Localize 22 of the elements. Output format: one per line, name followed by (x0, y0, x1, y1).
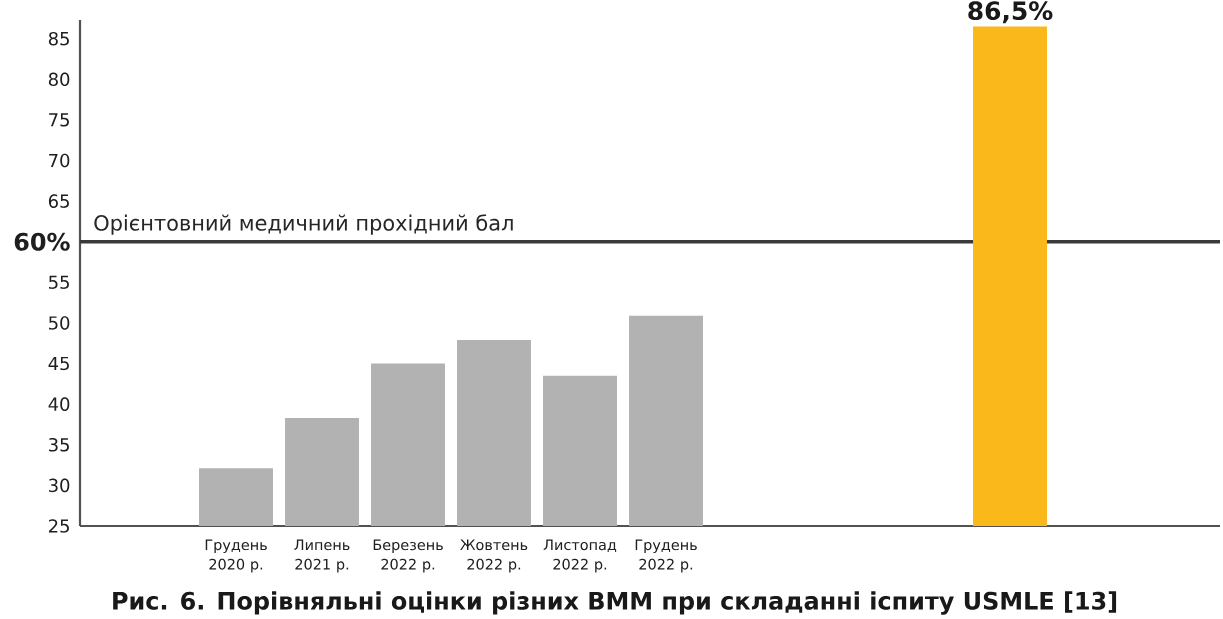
y-tick-label: 35 (49, 437, 69, 452)
y-tick-label: 55 (49, 275, 69, 289)
y-tick-label: 30 (49, 478, 70, 493)
text: Рис. 6. Порівняльні оцінки різних ВММ при складанні іспиту USMLE [13] (113, 591, 1117, 615)
y-tick-label: 70 (49, 153, 70, 168)
y-tick-label: 75 (49, 113, 69, 127)
x-tick-label: Липень 2021 р. (294, 539, 350, 573)
x-tick-label: Листопад 2022 р. (543, 539, 617, 573)
x-tick-label: Грудень 2020 р. (205, 539, 267, 573)
x-tick-label: Жовтень 2022 р. (460, 539, 528, 573)
ref-line-label: Орієнтовний медичний прохідний бал (94, 214, 513, 235)
y-tick-label: 45 (48, 356, 69, 371)
y-tick-label: 25 (48, 519, 69, 533)
y-tick-label: 60% (14, 232, 70, 251)
x-tick-label: Березень 2022 р. (373, 539, 443, 573)
y-tick-label: 50 (49, 316, 70, 330)
x-tick-label: Грудень 2022 р. (635, 539, 697, 573)
y-tick-label: 80 (48, 72, 70, 87)
y-tick-label: 65 (48, 194, 69, 208)
y-tick-label: 85 (48, 31, 69, 46)
data-label: 86,5% (968, 1, 1053, 24)
y-tick-label: 40 (48, 397, 70, 411)
